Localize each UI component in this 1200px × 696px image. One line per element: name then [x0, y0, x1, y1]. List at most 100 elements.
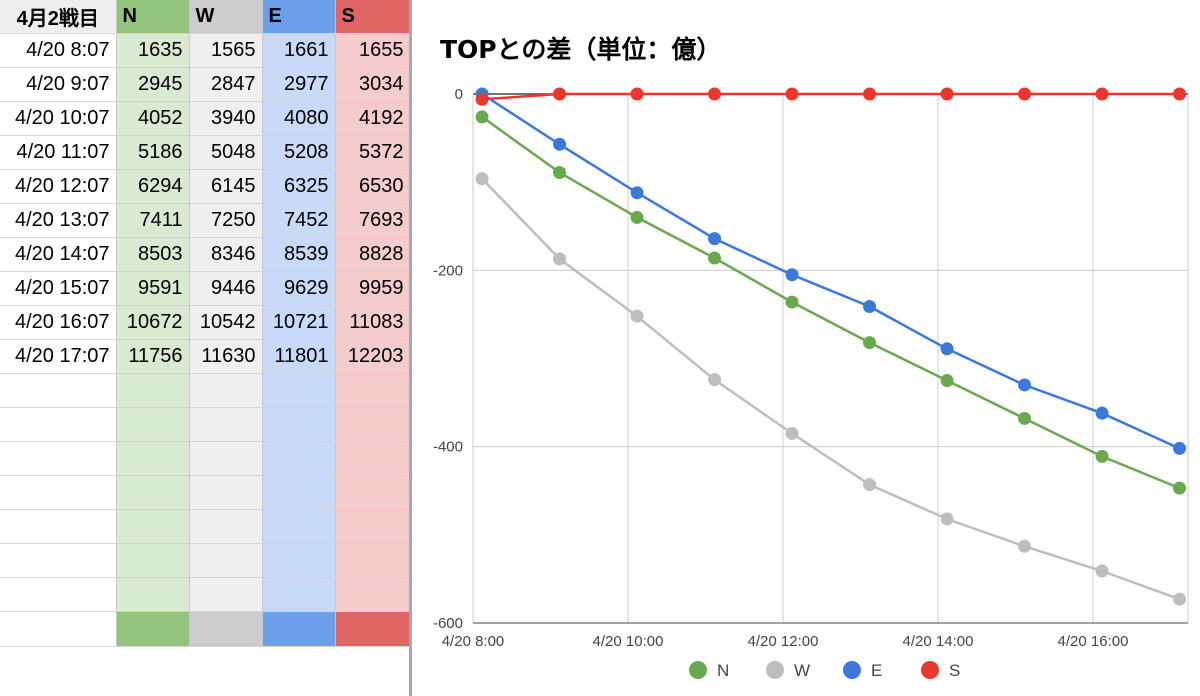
- data-point-e[interactable]: [940, 342, 954, 356]
- cell-s[interactable]: 4192: [335, 101, 411, 136]
- cell-w[interactable]: 7250: [189, 203, 263, 238]
- cell-w[interactable]: 11630: [189, 339, 263, 374]
- data-point-s[interactable]: [1173, 87, 1187, 101]
- empty-cell[interactable]: [0, 441, 117, 476]
- data-point-w[interactable]: [940, 512, 954, 526]
- empty-cell[interactable]: [116, 407, 190, 442]
- empty-cell[interactable]: [0, 475, 117, 510]
- cell-e[interactable]: 6325: [262, 169, 336, 204]
- cell-time[interactable]: 4/20 17:07: [0, 339, 117, 374]
- data-point-s[interactable]: [863, 87, 877, 101]
- color-cell[interactable]: [0, 611, 117, 647]
- data-point-w[interactable]: [708, 373, 722, 387]
- cell-w[interactable]: 6145: [189, 169, 263, 204]
- cell-n[interactable]: 10672: [116, 305, 190, 340]
- empty-cell[interactable]: [116, 577, 190, 612]
- empty-cell[interactable]: [262, 543, 336, 578]
- legend-marker-w[interactable]: [766, 661, 784, 679]
- header-cell-w[interactable]: W: [189, 0, 263, 34]
- cell-time[interactable]: 4/20 9:07: [0, 67, 117, 102]
- empty-cell[interactable]: [262, 475, 336, 510]
- data-point-s[interactable]: [1018, 87, 1032, 101]
- cell-time[interactable]: 4/20 12:07: [0, 169, 117, 204]
- empty-cell[interactable]: [0, 543, 117, 578]
- cell-w[interactable]: 8346: [189, 237, 263, 272]
- empty-cell[interactable]: [189, 543, 263, 578]
- data-point-s[interactable]: [940, 87, 954, 101]
- legend-label-n[interactable]: N: [717, 661, 729, 680]
- data-point-n[interactable]: [630, 210, 644, 224]
- cell-w[interactable]: 3940: [189, 101, 263, 136]
- header-cell-time[interactable]: 4月2戦目: [0, 0, 117, 34]
- empty-cell[interactable]: [262, 441, 336, 476]
- data-point-n[interactable]: [708, 251, 722, 265]
- data-point-n[interactable]: [940, 374, 954, 388]
- data-point-e[interactable]: [1095, 406, 1109, 420]
- data-point-w[interactable]: [785, 426, 799, 440]
- data-point-e[interactable]: [1173, 441, 1187, 455]
- color-cell[interactable]: [189, 611, 263, 647]
- cell-time[interactable]: 4/20 10:07: [0, 101, 117, 136]
- data-point-s[interactable]: [553, 87, 567, 101]
- cell-time[interactable]: 4/20 11:07: [0, 135, 117, 170]
- empty-cell[interactable]: [0, 509, 117, 544]
- cell-e[interactable]: 9629: [262, 271, 336, 306]
- cell-s[interactable]: 3034: [335, 67, 411, 102]
- legend-marker-n[interactable]: [689, 661, 707, 679]
- data-point-e[interactable]: [630, 186, 644, 200]
- cell-time[interactable]: 4/20 8:07: [0, 33, 117, 68]
- empty-cell[interactable]: [189, 441, 263, 476]
- cell-time[interactable]: 4/20 14:07: [0, 237, 117, 272]
- empty-cell[interactable]: [189, 509, 263, 544]
- empty-cell[interactable]: [116, 373, 190, 408]
- data-point-w[interactable]: [630, 309, 644, 323]
- empty-cell[interactable]: [116, 441, 190, 476]
- cell-n[interactable]: 5186: [116, 135, 190, 170]
- empty-cell[interactable]: [335, 475, 411, 510]
- cell-n[interactable]: 4052: [116, 101, 190, 136]
- empty-cell[interactable]: [116, 509, 190, 544]
- cell-s[interactable]: 9959: [335, 271, 411, 306]
- cell-e[interactable]: 2977: [262, 67, 336, 102]
- empty-cell[interactable]: [189, 475, 263, 510]
- data-point-w[interactable]: [863, 478, 877, 492]
- cell-n[interactable]: 8503: [116, 237, 190, 272]
- empty-cell[interactable]: [0, 577, 117, 612]
- empty-cell[interactable]: [335, 407, 411, 442]
- empty-cell[interactable]: [189, 407, 263, 442]
- cell-e[interactable]: 11801: [262, 339, 336, 374]
- cell-s[interactable]: 11083: [335, 305, 411, 340]
- empty-cell[interactable]: [262, 407, 336, 442]
- empty-cell[interactable]: [335, 509, 411, 544]
- legend-label-s[interactable]: S: [949, 661, 960, 680]
- cell-n[interactable]: 2945: [116, 67, 190, 102]
- legend-label-w[interactable]: W: [794, 661, 810, 680]
- empty-cell[interactable]: [335, 543, 411, 578]
- empty-cell[interactable]: [116, 543, 190, 578]
- color-cell[interactable]: [116, 611, 190, 647]
- cell-time[interactable]: 4/20 15:07: [0, 271, 117, 306]
- cell-n[interactable]: 9591: [116, 271, 190, 306]
- data-point-w[interactable]: [1173, 592, 1187, 606]
- cell-time[interactable]: 4/20 16:07: [0, 305, 117, 340]
- data-point-n[interactable]: [1095, 449, 1109, 463]
- cell-s[interactable]: 6530: [335, 169, 411, 204]
- data-point-w[interactable]: [553, 252, 567, 266]
- color-cell[interactable]: [262, 611, 336, 647]
- data-point-e[interactable]: [553, 137, 567, 151]
- data-point-e[interactable]: [863, 299, 877, 313]
- data-point-e[interactable]: [708, 232, 722, 246]
- cell-s[interactable]: 8828: [335, 237, 411, 272]
- cell-w[interactable]: 10542: [189, 305, 263, 340]
- data-point-e[interactable]: [1018, 378, 1032, 392]
- data-point-s[interactable]: [630, 87, 644, 101]
- cell-s[interactable]: 7693: [335, 203, 411, 238]
- cell-e[interactable]: 5208: [262, 135, 336, 170]
- empty-cell[interactable]: [0, 373, 117, 408]
- data-point-w[interactable]: [1018, 539, 1032, 553]
- cell-s[interactable]: 12203: [335, 339, 411, 374]
- cell-s[interactable]: 1655: [335, 33, 411, 68]
- data-point-w[interactable]: [475, 172, 489, 186]
- data-point-s[interactable]: [785, 87, 799, 101]
- cell-n[interactable]: 1635: [116, 33, 190, 68]
